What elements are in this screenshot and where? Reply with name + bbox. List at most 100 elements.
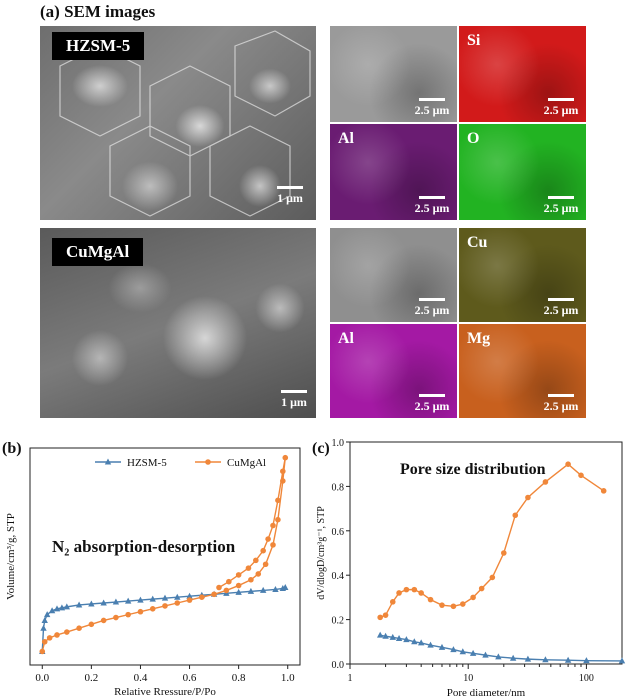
data-point (137, 608, 144, 615)
data-point (382, 612, 389, 618)
data-point (46, 635, 53, 641)
data-point (53, 605, 61, 612)
data-point (211, 591, 217, 598)
data-point (542, 656, 549, 663)
data-point (216, 584, 222, 591)
data-point (259, 586, 267, 593)
data-point (565, 461, 571, 467)
data-point (512, 512, 519, 519)
x-axis-label: Pore diameter/nm (447, 687, 526, 698)
data-point (275, 516, 281, 523)
scale-bar-label: 2.5 μm (414, 303, 450, 317)
data-point (403, 586, 410, 593)
data-point (377, 614, 383, 621)
x-tick-label: 0.2 (84, 672, 98, 684)
data-point (262, 561, 269, 568)
y-tick-label: 0.6 (332, 527, 345, 538)
data-point (395, 634, 403, 641)
data-point (40, 624, 47, 631)
eds-scale-bar: 2.5 μm (409, 196, 455, 216)
data-point (199, 594, 205, 600)
eds-map-tile: 2.5 μm (330, 26, 457, 122)
y-tick-label: 0.8 (332, 482, 345, 493)
data-point (376, 631, 384, 638)
isotherm-chart: 0.0 0.2 0.4 0.6 0.8 1.0 Relative Rressure/P/Po… (5, 447, 301, 698)
eds-scale-bar: 2.5 μm (538, 298, 584, 318)
scale-bar-label: 2.5 μm (543, 201, 579, 215)
eds-map-tile: Mg 2.5 μm (459, 324, 586, 418)
data-point (469, 649, 477, 656)
data-point (411, 586, 418, 593)
chart-annotation: N₂ absorption-desorption (52, 537, 236, 556)
eds-scale-bar: 2.5 μm (409, 298, 455, 318)
scale-bar-label: 2.5 μm (543, 399, 579, 413)
y-tick-label: 1.0 (332, 438, 345, 449)
y-axis-label: dV/dlogD/cm³g⁻¹, STP (316, 506, 327, 600)
data-point (417, 639, 425, 646)
data-point (260, 547, 266, 554)
x-axis-label: Relative Rressure/P/Po (114, 686, 216, 698)
data-point (578, 472, 584, 479)
eds-element-label: Si (467, 32, 481, 49)
data-point (427, 596, 434, 603)
cumgal-sem-image: CuMgAl 1 μm (40, 228, 316, 418)
data-point (174, 593, 181, 600)
data-point (149, 595, 156, 602)
series-line (379, 463, 605, 619)
data-point (280, 478, 286, 484)
data-point (235, 582, 242, 589)
data-point (64, 629, 70, 635)
data-point (48, 607, 56, 614)
y-tick-label: 0.4 (332, 571, 345, 582)
scale-bar-label: 2.5 μm (414, 201, 450, 215)
cumgal-eds-grid: 2.5 μm Cu 2.5 μm Al 2.5 μm Mg 2.5 μm (330, 228, 586, 418)
data-point (382, 632, 389, 639)
x-tick-label: 0.0 (35, 672, 49, 684)
legend-label: CuMgAl (227, 457, 266, 469)
data-point (75, 601, 83, 608)
scale-bar-label: 2.5 μm (414, 103, 450, 117)
data-point (525, 494, 531, 501)
eds-scale-bar: 2.5 μm (538, 196, 584, 216)
data-point (282, 454, 289, 461)
scale-bar-label: 2.5 μm (543, 303, 579, 317)
data-point (104, 458, 112, 465)
data-point (489, 574, 496, 581)
data-point (265, 536, 271, 542)
eds-map-tile: 2.5 μm (330, 228, 457, 322)
data-point (280, 468, 286, 475)
data-point (41, 638, 48, 645)
data-point (43, 611, 51, 618)
panel-b-label: (b) (2, 440, 22, 457)
x-tick-label: 100 (579, 673, 594, 684)
data-point (186, 597, 193, 603)
data-point (459, 648, 466, 655)
scale-bar-label: 2.5 μm (543, 103, 579, 117)
x-tick-label: 0.8 (232, 672, 246, 684)
eds-map-tile: Si 2.5 μm (459, 26, 586, 122)
data-point (137, 596, 144, 603)
data-point (125, 611, 131, 618)
data-point (58, 604, 66, 611)
data-point (618, 657, 626, 664)
scale-bar-label: 1 μm (281, 395, 307, 409)
data-point (470, 594, 476, 601)
data-point (583, 657, 590, 664)
data-point (411, 638, 418, 645)
data-point (124, 597, 132, 604)
data-point (54, 632, 60, 638)
data-point (39, 648, 46, 655)
eds-scale-bar: 2.5 μm (409, 394, 455, 414)
data-point (478, 585, 485, 592)
data-point (396, 590, 402, 596)
data-point (112, 598, 120, 605)
data-point (495, 653, 502, 660)
data-point (88, 600, 95, 607)
data-point (450, 603, 457, 610)
data-point (88, 621, 95, 628)
data-point (275, 497, 281, 504)
data-point (270, 542, 276, 548)
y-axis-label: Volume/cm³/g, STP (5, 513, 17, 600)
crystal-facets (59, 30, 311, 217)
hzsm5-eds-grid: 2.5 μm Si 2.5 μm Al 2.5 μm O 2.5 μm (330, 26, 586, 220)
